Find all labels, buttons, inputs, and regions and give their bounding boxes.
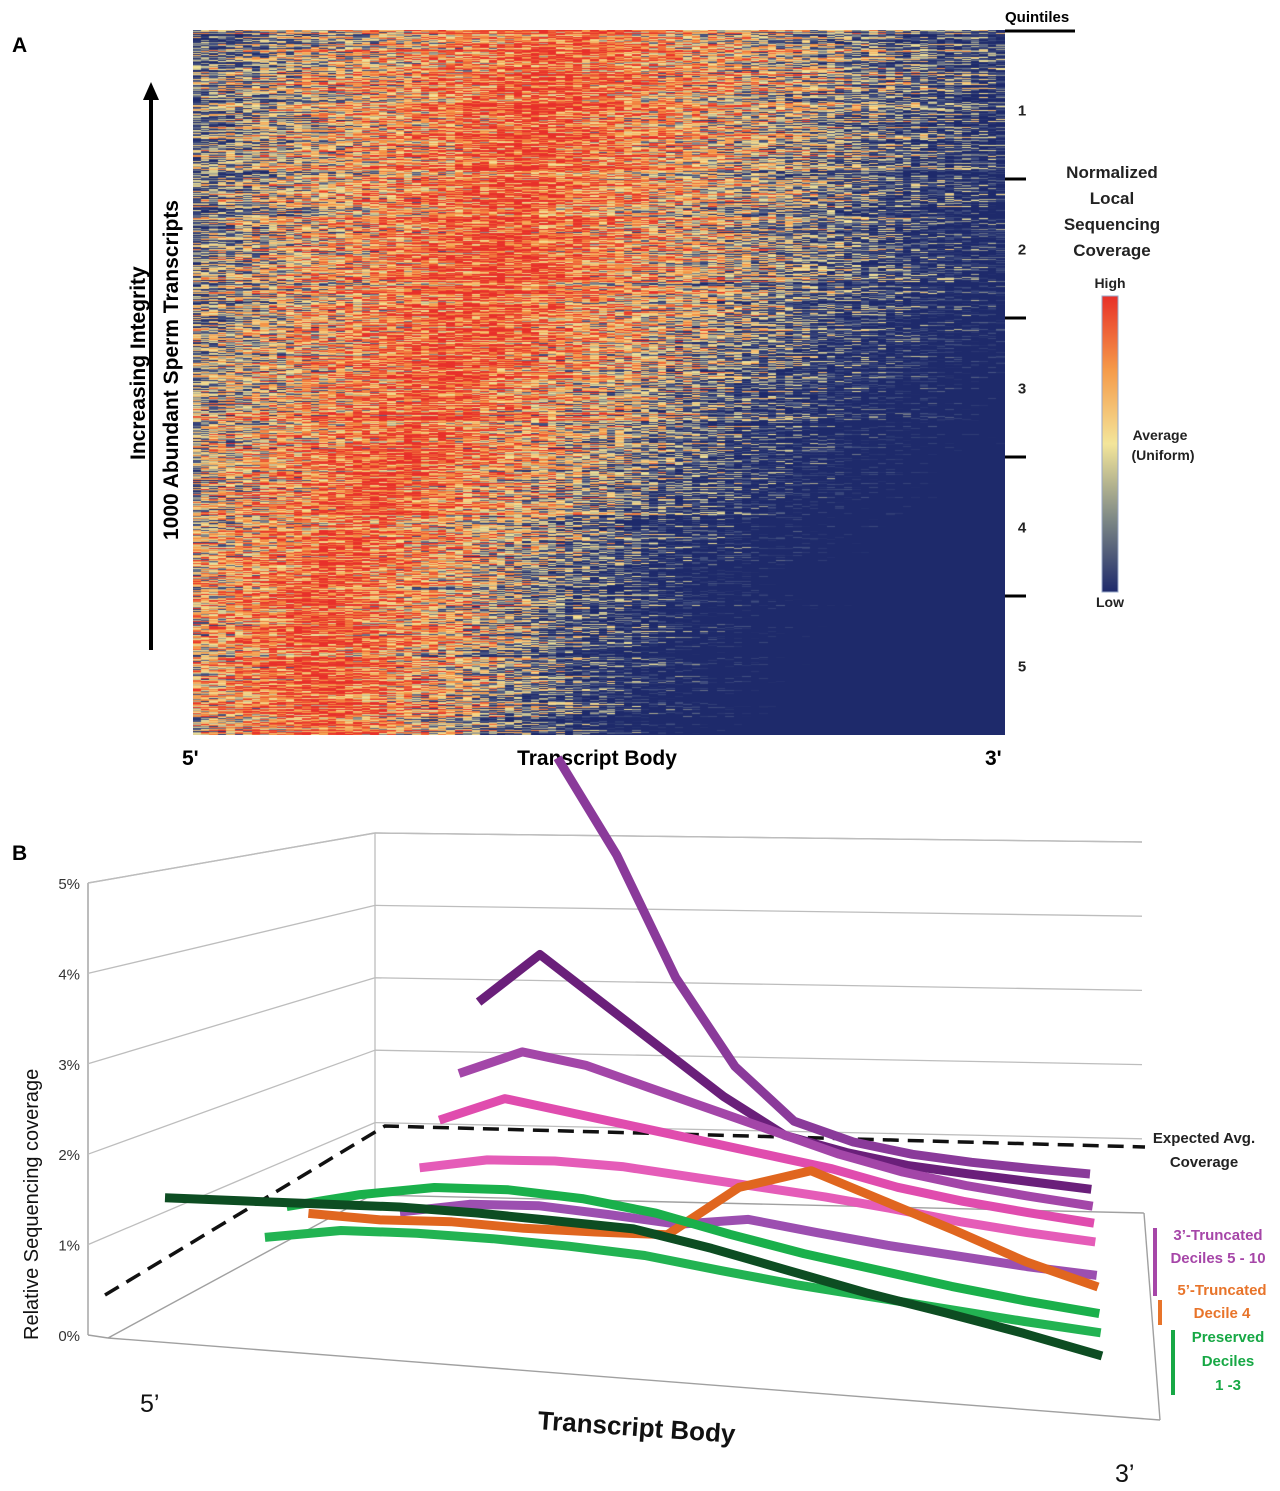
- quintile-labels: 1 2 3 4 5: [1018, 103, 1027, 676]
- quintiles-title: Quintiles: [1005, 9, 1069, 26]
- series-line: [457, 1047, 1094, 1211]
- expected-average-label-line-1: Expected Avg.: [1153, 1130, 1255, 1147]
- coverage-heatmap: [193, 30, 1005, 735]
- floor-front: [107, 1337, 1161, 1421]
- legend-low-label: Low: [1096, 594, 1124, 610]
- line-chart-x-label-center: Transcript Body: [537, 1405, 737, 1449]
- color-legend: Normalized Local Sequencing Coverage Hig…: [1064, 163, 1195, 610]
- series-line: [285, 1183, 1101, 1319]
- quintile-label: 1: [1018, 103, 1026, 120]
- panel-a-label: A: [12, 34, 27, 57]
- group-label-5prime-line-2: Decile 4: [1194, 1305, 1251, 1322]
- y-tick-label: 0%: [58, 1328, 80, 1345]
- group-label-preserved-line-1: Preserved: [1192, 1329, 1265, 1346]
- heatmap-image: [193, 30, 1005, 735]
- series-line: [399, 1199, 1098, 1280]
- gridline-side: [87, 1122, 376, 1246]
- quintile-label: 5: [1018, 659, 1026, 676]
- quintile-label: 2: [1018, 242, 1026, 259]
- expected-average-line: [104, 1124, 1146, 1297]
- legend-uniform-label: (Uniform): [1132, 447, 1195, 463]
- quintile-separators: [1005, 177, 1026, 598]
- gridline-side: [87, 1049, 376, 1155]
- legend-average-label: Average: [1133, 427, 1188, 443]
- group-label-3prime-line-1: 3’-Truncated: [1173, 1227, 1262, 1244]
- heatmap-x-label-3prime: 3': [985, 747, 1002, 770]
- gridline-back: [374, 1049, 1143, 1066]
- legend-title-line-4: Coverage: [1073, 241, 1150, 260]
- series-line: [437, 1094, 1095, 1228]
- gridlines: [87, 832, 1143, 1246]
- group-label-preserved-line-2: Deciles: [1202, 1353, 1255, 1370]
- quintile-label: 3: [1018, 381, 1026, 398]
- group-legend: 3’-Truncated Deciles 5 - 10 5’-Truncated…: [1153, 1227, 1267, 1395]
- series-line: [553, 755, 1091, 1179]
- gridline-side: [87, 977, 376, 1065]
- gridline-back: [374, 832, 1143, 843]
- y-tick-label: 4%: [58, 966, 80, 983]
- chart-3d-frame: [87, 832, 1161, 1421]
- coverage-series: [164, 755, 1104, 1361]
- heatmap-x-label-5prime: 5': [182, 747, 199, 770]
- series-line: [164, 1193, 1104, 1361]
- line-chart-x-label-5prime: 5’: [140, 1390, 159, 1418]
- y-tick-label: 2%: [58, 1147, 80, 1164]
- expected-average-label-line-2: Coverage: [1170, 1154, 1238, 1171]
- gridline-side: [87, 832, 376, 884]
- floor-front-left: [87, 1334, 109, 1339]
- series-line: [307, 1166, 1100, 1292]
- y-tick-label: 5%: [58, 876, 80, 893]
- y-tick-labels: 0% 1% 2% 3% 4% 5%: [58, 876, 80, 1345]
- group-label-3prime-line-2: Deciles 5 - 10: [1170, 1250, 1265, 1267]
- floor-right-edge: [1143, 1212, 1161, 1421]
- gridline-side: [87, 904, 376, 975]
- legend-high-label: High: [1094, 275, 1125, 291]
- y-tick-label: 3%: [58, 1057, 80, 1074]
- line-chart-x-label-3prime: 3’: [1115, 1460, 1134, 1488]
- group-label-preserved-line-3: 1 -3: [1215, 1377, 1241, 1394]
- panel-b-label: B: [12, 842, 27, 865]
- integrity-arrow-head: [143, 82, 159, 100]
- group-label-5prime-line-1: 5’-Truncated: [1177, 1282, 1266, 1299]
- gridline-back: [374, 904, 1143, 917]
- y-axis-label-transcripts: 1000 Abundant Sperm Transcripts: [160, 200, 183, 540]
- line-chart-y-axis-label: Relative Sequencing coverage: [21, 1069, 43, 1340]
- quintile-label: 4: [1018, 520, 1027, 537]
- y-axis-label-integrity: Increasing Integrity: [127, 266, 150, 460]
- legend-title-line-1: Normalized: [1066, 163, 1158, 182]
- legend-color-bar: [1101, 295, 1119, 593]
- legend-title-line-2: Local: [1090, 189, 1134, 208]
- y-tick-label: 1%: [58, 1238, 80, 1255]
- heatmap-x-label-center: Transcript Body: [517, 747, 677, 770]
- legend-title-line-3: Sequencing: [1064, 215, 1160, 234]
- series-line: [264, 1226, 1102, 1338]
